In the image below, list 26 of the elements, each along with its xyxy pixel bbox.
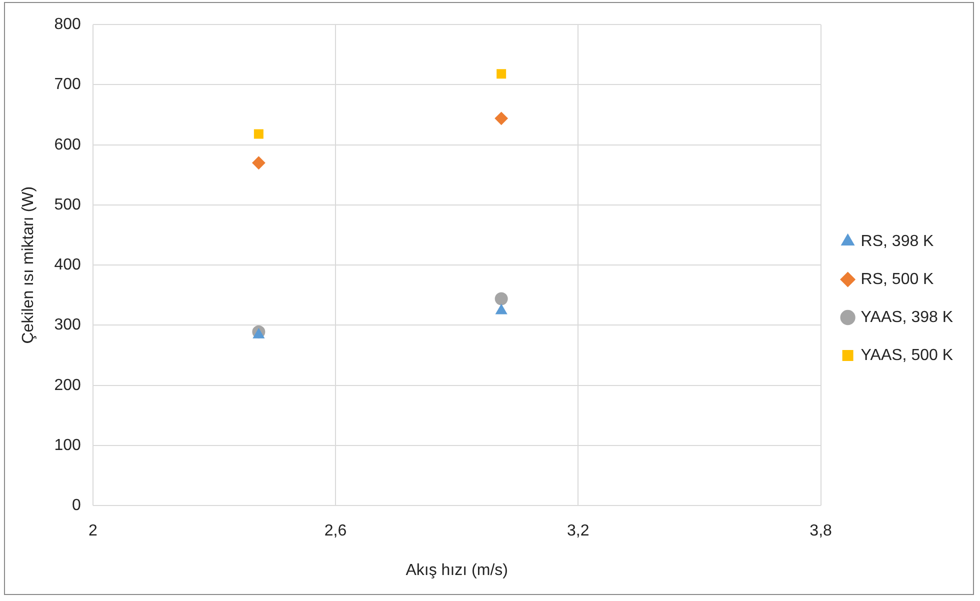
y-axis-title: Çekilen ısı miktarı (W) [20,186,38,344]
y-tick-label: 500 [54,196,81,214]
y-tick-label: 300 [54,316,81,334]
y-tick-label: 0 [72,497,81,514]
point [496,304,508,314]
y-tick-label: 100 [54,436,81,454]
legend-label: RS, 500 K [860,270,934,288]
x-tick-label: 2,6 [324,522,347,540]
y-tick-label: 200 [54,376,81,394]
point [496,69,506,79]
point [494,292,508,306]
y-tick-label: 800 [54,16,81,34]
legend-label: RS, 398 K [860,232,934,250]
y-tick-label: 400 [54,256,81,274]
point [494,112,508,125]
x-axis-title: Akış hızı (m/s) [406,562,508,579]
y-tick-label: 700 [54,76,81,94]
x-tick-label: 2 [88,522,98,540]
y-tick-label: 600 [54,136,81,154]
point [254,129,264,139]
x-tick-label: 3,8 [810,522,832,540]
point [252,156,266,170]
legend-label: YAAS, 398 K [860,308,954,326]
x-tick-label: 3,2 [567,522,590,540]
point [253,328,264,338]
legend-label: YAAS, 500 K [860,346,954,364]
